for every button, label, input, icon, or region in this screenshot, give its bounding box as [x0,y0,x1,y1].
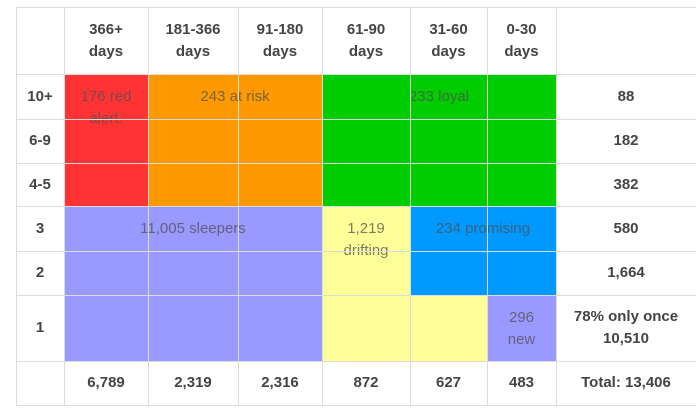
grid-line-vertical [15,7,17,405]
column-header: 31-60 days [429,20,468,60]
row-total-line: 182 [613,132,639,149]
row-total-line: 10,510 [603,330,649,347]
row-total: 580 [556,206,696,251]
column-header: 61-90 days [346,20,386,60]
segment-label-line: 1,219 [347,220,385,237]
segment-233-loyal: 233 loyal [322,74,556,206]
column-header: 181-366 days [165,20,221,60]
column-header: 366+ days [88,20,124,60]
row-total: 1,664 [556,251,696,295]
row-header: 10+ [27,87,53,105]
segment-label: 234 promising [436,218,530,240]
column-total: 483 [508,374,535,391]
segment-1-219-drifting: 1,219 drifting [322,206,410,361]
segment-11-005-sleepers: 11,005 sleepers [64,206,322,361]
segment-label: 11,005 sleepers [140,218,246,240]
row-total-line: 78% only once [573,308,679,325]
row-total-line: 88 [617,87,635,105]
row-header: 4-5 [29,175,51,193]
segment-label-line: 11,005 sleepers [140,220,246,237]
segment-label-line: 243 at risk [200,88,270,105]
segment-label-line: 233 loyal [408,88,470,105]
segment-label-line: new [507,331,536,348]
grid-line-horizontal [16,205,696,207]
grid-line-horizontal [16,404,696,406]
segment-label: 243 at risk [200,86,269,108]
column-header: 91-180 days [256,20,304,60]
segment-label-line: 176 red [80,88,132,105]
grid-line-horizontal [16,6,696,8]
segment-label: 233 loyal [409,86,469,108]
grand-total: Total: 13,406 [581,374,671,391]
grid-line-horizontal [16,360,696,362]
row-total-line: 1,664 [607,264,645,281]
row-total: 182 [556,119,696,163]
column-header: 0-30 days [504,20,539,60]
segment-label: 1,219 drifting [343,218,388,262]
segment-label-line: 234 promising [435,220,531,237]
column-total: 627 [435,374,462,391]
row-header: 3 [35,219,45,237]
segment-176-red-alert: 176 red alert. [64,74,148,206]
segment-1-219-drifting [410,295,487,361]
column-total: 2,316 [261,374,299,391]
column-total: 872 [353,374,379,391]
row-total-line: 382 [613,175,639,193]
row-total: 88 [556,74,696,119]
segment-296-new: 296 new [487,295,556,361]
grid-line-horizontal [16,250,696,252]
segment-label: 296 new [508,307,536,351]
segment-label: 176 red alert. [81,86,132,130]
grid-line-horizontal [16,294,696,296]
row-total: 78% only once 10,510 [556,295,696,361]
column-total: 6,789 [87,374,125,391]
grid-line-horizontal [16,162,696,164]
row-total: 382 [556,163,696,206]
row-header: 2 [35,264,45,281]
row-header: 6-9 [29,132,51,149]
column-total: 2,319 [174,374,212,391]
row-header: 1 [35,319,45,336]
segment-243-at-risk: 243 at risk [148,74,322,206]
grid-line-horizontal [16,118,696,120]
segment-label-line: 296 [508,309,535,326]
row-total-line: 580 [613,219,639,237]
grid-line-horizontal [16,73,696,75]
